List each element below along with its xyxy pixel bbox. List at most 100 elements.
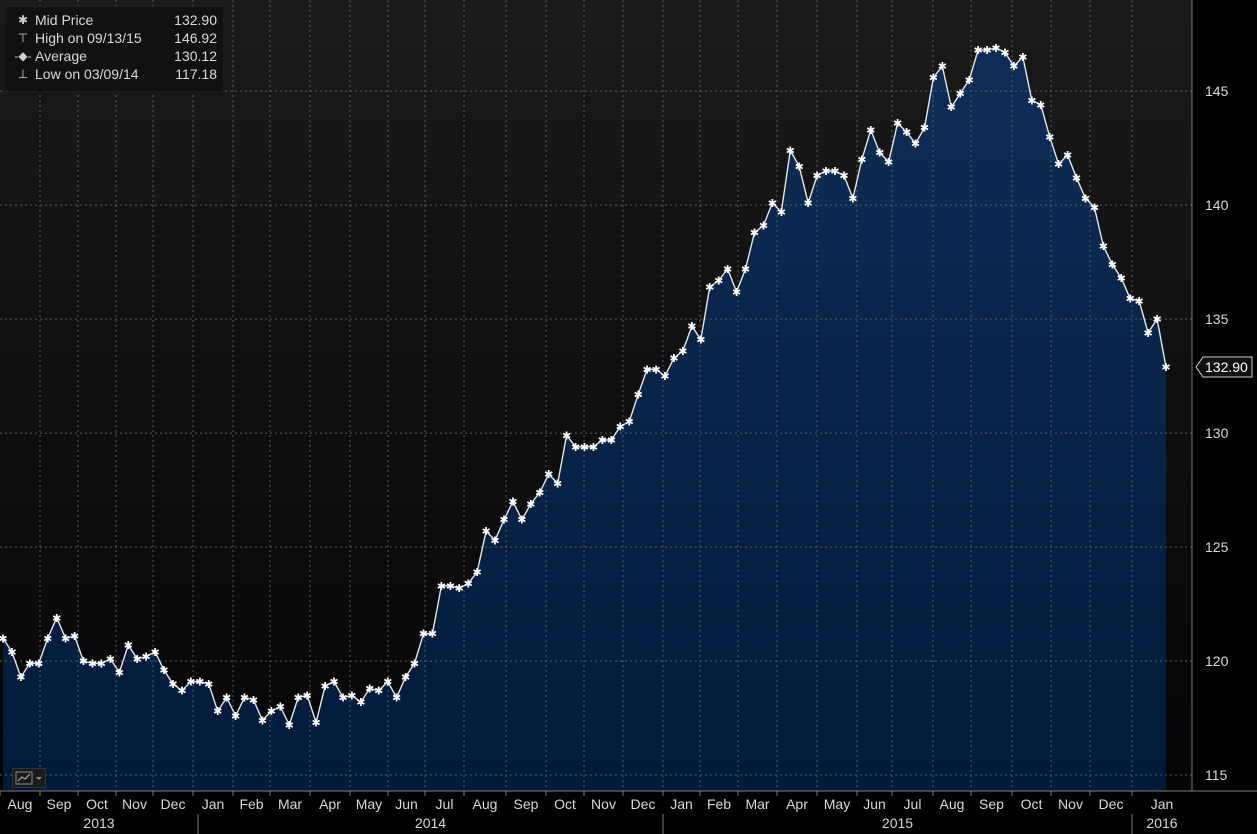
data-point-marker: ✱: [893, 117, 902, 130]
data-point-marker: ✱: [374, 685, 383, 698]
data-point-marker: ✱: [61, 632, 70, 645]
data-point-marker: ✱: [669, 352, 678, 365]
x-tick-label: Mar: [278, 796, 302, 812]
year-label: 2016: [1146, 815, 1177, 831]
chart-type-button[interactable]: [12, 768, 46, 788]
asterisk-marker-icon: ✱: [17, 13, 29, 27]
data-point-marker: ✱: [696, 334, 705, 347]
data-point-marker: ✱: [249, 694, 258, 707]
data-point-marker: ✱: [52, 612, 61, 625]
data-point-marker: ✱: [866, 124, 875, 137]
data-point-marker: ✱: [401, 671, 410, 684]
legend-label: Average: [35, 48, 87, 64]
legend-item-low: ⊥ Low on 03/09/14 117.18: [11, 65, 217, 83]
data-point-marker: ✱: [240, 692, 249, 705]
legend-value: 117.18: [175, 66, 217, 82]
x-tick-label: Jan: [202, 796, 225, 812]
x-tick-label: Aug: [473, 796, 498, 812]
data-point-marker: ✱: [455, 582, 464, 595]
data-point-marker: ✱: [830, 165, 839, 178]
x-tick-label: Jan: [1151, 796, 1174, 812]
data-point-marker: ✱: [965, 74, 974, 87]
data-point-marker: ✱: [97, 657, 106, 670]
data-point-marker: ✱: [133, 653, 142, 666]
data-point-marker: ✱: [562, 429, 571, 442]
high-marker-icon: ⊤: [17, 31, 29, 45]
legend-value: 132.90: [174, 12, 217, 28]
y-tick-label: 140: [1205, 197, 1229, 213]
x-tick-label: Nov: [591, 796, 616, 812]
data-point-marker: ✱: [1063, 149, 1072, 162]
data-point-marker: ✱: [991, 42, 1000, 55]
data-point-marker: ✱: [267, 705, 276, 718]
data-point-marker: ✱: [947, 101, 956, 114]
data-point-marker: ✱: [231, 710, 240, 723]
data-point-marker: ✱: [723, 263, 732, 276]
data-point-marker: ✱: [285, 719, 294, 732]
data-point-marker: ✱: [473, 566, 482, 579]
data-point-marker: ✱: [79, 655, 88, 668]
data-point-marker: ✱: [142, 651, 151, 664]
data-point-marker: ✱: [70, 630, 79, 643]
data-point-marker: ✱: [115, 666, 124, 679]
x-tick-label: Sep: [514, 796, 539, 812]
data-point-marker: ✱: [177, 685, 186, 698]
year-label: 2013: [83, 815, 114, 831]
legend-item-mid-price: ✱ Mid Price 132.90: [11, 11, 217, 29]
data-point-marker: ✱: [392, 692, 401, 705]
data-point-marker: ✱: [911, 138, 920, 151]
data-point-marker: ✱: [553, 477, 562, 490]
x-tick-label: Mar: [745, 796, 769, 812]
data-point-marker: ✱: [902, 126, 911, 139]
data-point-marker: ✱: [204, 678, 213, 691]
data-point-marker: ✱: [804, 197, 813, 210]
data-point-marker: ✱: [34, 657, 43, 670]
data-point-marker: ✱: [303, 689, 312, 702]
last-price-tag-label: 132.90: [1205, 359, 1248, 375]
data-point-marker: ✱: [276, 701, 285, 714]
data-point-marker: ✱: [544, 468, 553, 481]
data-point-marker: ✱: [848, 192, 857, 205]
price-area: [3, 47, 1166, 791]
data-point-marker: ✱: [526, 498, 535, 511]
data-point-marker: ✱: [714, 274, 723, 287]
x-tick-label: Jun: [863, 796, 886, 812]
data-point-marker: ✱: [1090, 201, 1099, 214]
y-tick-label: 115: [1205, 767, 1228, 783]
data-point-marker: ✱: [1009, 60, 1018, 73]
data-point-marker: ✱: [0, 632, 8, 645]
x-tick-label: Apr: [319, 796, 341, 812]
data-point-marker: ✱: [517, 514, 526, 527]
data-point-marker: ✱: [535, 486, 544, 499]
data-point-marker: ✱: [678, 345, 687, 358]
x-tick-label: Dec: [1099, 796, 1124, 812]
data-point-marker: ✱: [508, 495, 517, 508]
x-tick-label: Feb: [239, 796, 263, 812]
data-point-marker: ✱: [982, 44, 991, 57]
data-point-marker: ✱: [213, 705, 222, 718]
x-tick-label: May: [356, 796, 382, 812]
x-tick-label: Jul: [904, 796, 922, 812]
data-point-marker: ✱: [1000, 46, 1009, 59]
data-point-marker: ✱: [625, 416, 634, 429]
data-point-marker: ✱: [920, 122, 929, 135]
data-point-marker: ✱: [1143, 327, 1152, 340]
y-tick-label: 120: [1205, 653, 1229, 669]
x-tick-label: Feb: [707, 796, 731, 812]
data-point-marker: ✱: [705, 281, 714, 294]
data-point-marker: ✱: [16, 671, 25, 684]
data-point-marker: ✱: [786, 144, 795, 157]
data-point-marker: ✱: [750, 227, 759, 240]
data-point-marker: ✱: [589, 441, 598, 454]
legend-label: Mid Price: [35, 12, 94, 28]
legend-value: 130.12: [174, 48, 217, 64]
data-point-marker: ✱: [490, 534, 499, 547]
data-point-marker: ✱: [929, 72, 938, 85]
data-point-marker: ✱: [768, 197, 777, 210]
data-point-marker: ✱: [1117, 272, 1126, 285]
data-point-marker: ✱: [329, 676, 338, 689]
x-tick-label: Oct: [554, 796, 576, 812]
data-point-marker: ✱: [651, 363, 660, 376]
data-point-marker: ✱: [884, 156, 893, 169]
data-point-marker: ✱: [106, 653, 115, 666]
